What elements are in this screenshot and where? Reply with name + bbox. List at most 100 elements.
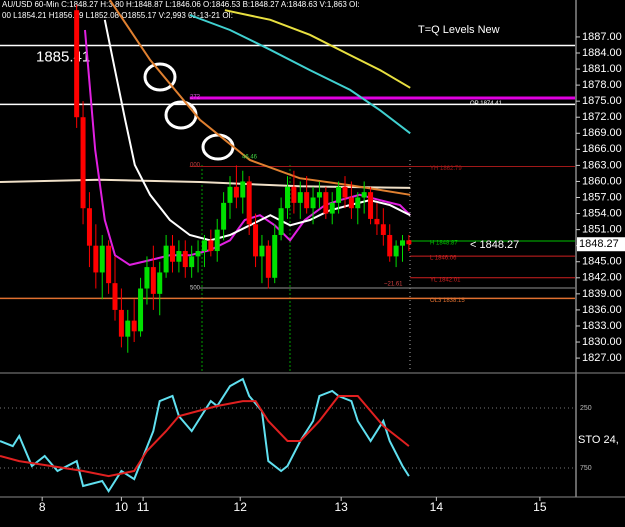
candle-body (329, 202, 335, 214)
candle-body (201, 240, 207, 252)
candle-body (278, 208, 284, 235)
candle-body (99, 245, 105, 273)
candle-body (150, 267, 156, 294)
candle-body (86, 208, 92, 246)
highlight-circle (143, 62, 177, 92)
y-tick-label: 1833.00 (582, 320, 622, 332)
candle-body (393, 245, 399, 257)
candle-body (361, 192, 367, 198)
y-tick-label: 1830.00 (582, 336, 622, 348)
y-tick-label: 1836.00 (582, 304, 622, 316)
last-price-box (577, 237, 625, 252)
y-tick-label: 1884.00 (582, 47, 622, 59)
header-line: AU/USD 60-Min C:1848.27 H:3.80 H:1848.87… (2, 0, 360, 9)
y-tick-label: 1851.00 (582, 224, 622, 236)
candle-body (297, 192, 303, 203)
candle-body (163, 245, 169, 273)
price-level-label: L 1846.06 (430, 256, 457, 262)
candle-body (285, 186, 290, 209)
indicator-line (224, 9, 411, 89)
y-tick-label: 1887.00 (582, 31, 622, 43)
price-level-label: YL 1842.01 (430, 277, 461, 283)
x-tick-label: 10 (115, 500, 129, 514)
candle-body (214, 229, 220, 252)
candle-body (195, 251, 201, 257)
price-level-label: 1885.41 (36, 48, 90, 65)
candle-body (374, 218, 380, 225)
candle-body (253, 224, 259, 257)
x-tick-label: 12 (234, 500, 248, 514)
candle-body (265, 245, 271, 278)
price-level-label: H 1848.87 (430, 241, 458, 247)
candle-body (380, 224, 386, 235)
header-line: 00 L1854.21 H1856.99 L1852.08 O1855.17 V… (2, 11, 233, 20)
x-tick-label: 14 (430, 500, 444, 514)
indicator-line (0, 395, 410, 478)
y-tick-label: 250 (580, 405, 592, 412)
indicator-line (84, 29, 411, 266)
candle-body (208, 240, 214, 252)
candle-body (182, 251, 188, 268)
x-tick-label: 11 (137, 500, 150, 514)
candle-body (74, 10, 80, 118)
candle-body (400, 240, 405, 246)
last-price-label: 1848.27 (579, 238, 619, 250)
candle-body (355, 197, 361, 209)
price-level-label: YH 1862.79 (430, 166, 462, 172)
candle-body (80, 117, 86, 209)
chart-title: T=Q Levels New (418, 24, 500, 36)
candle-body (323, 192, 329, 214)
candle-body (348, 197, 354, 209)
y-tick-label: 1866.00 (582, 143, 622, 155)
y-tick-label: 1881.00 (582, 63, 622, 75)
candle-body (106, 245, 112, 284)
y-tick-label: 1872.00 (582, 111, 622, 123)
candle-body (131, 320, 137, 332)
y-tick-label: 750 (580, 465, 592, 472)
candle-body (387, 234, 393, 257)
candle-body (406, 240, 412, 245)
candle-body (227, 186, 233, 203)
candle-body (240, 181, 246, 198)
candle-body (336, 186, 342, 203)
y-tick-label: 1869.00 (582, 127, 622, 139)
candle-body (189, 256, 195, 268)
annotation: 46.46 (242, 155, 258, 161)
candle-body (157, 272, 163, 294)
annotation: 500 (190, 286, 201, 292)
y-tick-label: 1875.00 (582, 95, 622, 107)
price-level-label: OL3 1838.15 (430, 298, 465, 304)
candle-body (304, 192, 310, 209)
y-tick-label: 1827.00 (582, 352, 622, 364)
candle-body (316, 192, 322, 198)
y-tick-label: 1839.00 (582, 288, 622, 300)
candle-body (342, 186, 348, 198)
candle-body (176, 251, 182, 262)
y-tick-label: 1854.00 (582, 207, 622, 219)
y-tick-label: 1842.00 (582, 272, 622, 284)
candle-body (93, 245, 99, 273)
x-tick-label: 13 (334, 500, 348, 514)
candle-body (144, 267, 150, 289)
y-tick-label: 1863.00 (582, 159, 622, 171)
candle-body (291, 186, 297, 203)
oscillator-label: STO 24, (578, 434, 619, 446)
candle-body (170, 245, 175, 262)
annotation: 272 (190, 95, 201, 101)
y-tick-label: 1857.00 (582, 191, 622, 203)
annotation: < 1848.27 (470, 239, 519, 251)
y-tick-label: 1845.00 (582, 256, 622, 268)
candle-body (368, 192, 374, 219)
indicator-line (109, 0, 411, 196)
candle-body (221, 202, 227, 230)
candle-body (138, 288, 144, 332)
x-tick-label: 8 (39, 500, 46, 514)
y-tick-label: 1860.00 (582, 175, 622, 187)
annotation: ~21.61 (384, 282, 403, 288)
candle-body (259, 245, 265, 257)
candle-body (125, 320, 131, 337)
candle-body (246, 181, 252, 225)
candle-body (112, 283, 118, 310)
